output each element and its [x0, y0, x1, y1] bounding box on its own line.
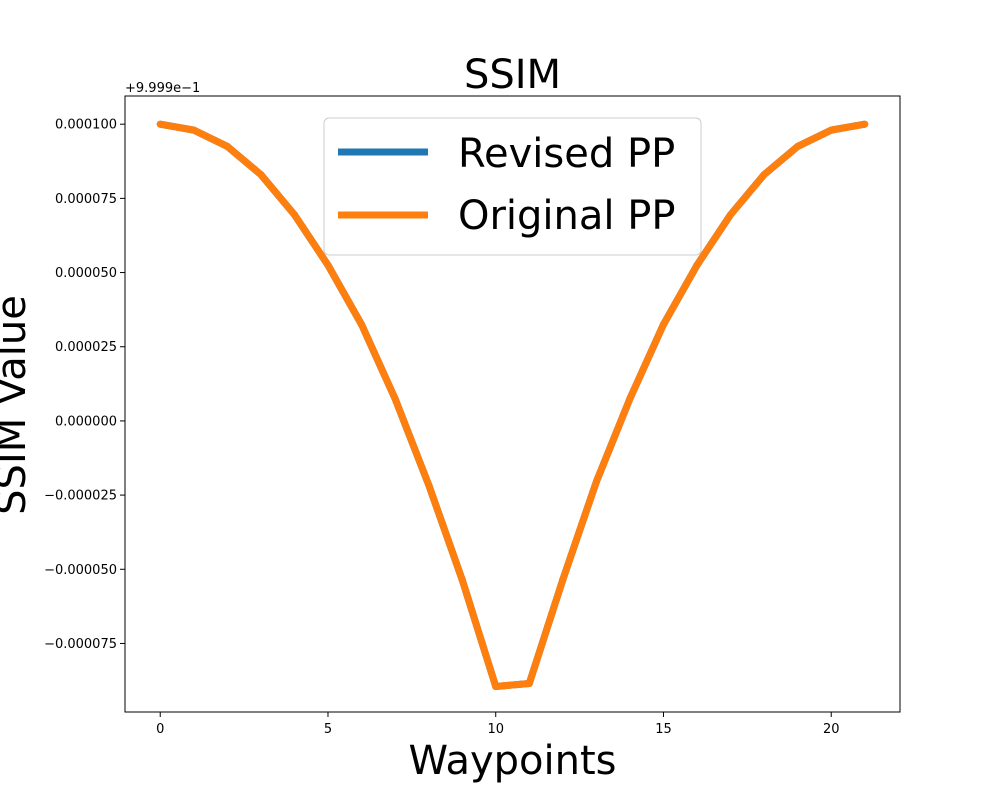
data-point-original-pp [861, 120, 869, 128]
x-axis-label: Waypoints [408, 738, 616, 784]
y-axis-ticks: 0.000100 0.000075 0.000050 0.000025 0.000000… [44, 118, 125, 652]
data-point-original-pp [324, 261, 332, 269]
y-offset-label: +9.999e−1 [125, 81, 200, 96]
data-point-original-pp [257, 171, 265, 179]
x-tick-label: 15 [655, 722, 672, 737]
y-tick-label: 0.000100 [55, 118, 117, 133]
data-point-original-pp [525, 680, 533, 688]
y-axis-label: SSIM Value [0, 295, 35, 515]
series-layer [156, 120, 869, 690]
data-point-original-pp [458, 576, 466, 584]
data-point-original-pp [760, 171, 768, 179]
data-point-original-pp [223, 142, 231, 150]
data-point-original-pp [492, 682, 500, 690]
data-point-original-pp [391, 395, 399, 403]
data-point-original-pp [626, 395, 634, 403]
y-tick-label: 0.000025 [55, 340, 117, 355]
x-tick-label: 5 [324, 722, 332, 737]
legend-label-original-pp: Original PP [458, 193, 675, 239]
y-tick-label: −0.000050 [44, 563, 117, 578]
y-tick-label: 0.000075 [55, 192, 117, 207]
plot-frame [124, 95, 901, 713]
data-point-original-pp [358, 320, 366, 328]
series-line-original-pp [159, 120, 866, 690]
x-tick-label: 20 [823, 722, 840, 737]
data-point-original-pp [727, 211, 735, 219]
y-tick-label: −0.000025 [44, 489, 117, 504]
data-point-original-pp [827, 126, 835, 134]
data-point-original-pp [693, 261, 701, 269]
legend-label-revised-pp: Revised PP [458, 131, 675, 177]
data-point-original-pp [190, 126, 198, 134]
legend: Revised PP Original PP [323, 117, 702, 256]
data-point-original-pp [290, 211, 298, 219]
data-point-original-pp [794, 142, 802, 150]
data-point-original-pp [156, 120, 164, 128]
data-point-original-pp [425, 481, 433, 489]
y-tick-label: −0.000075 [44, 637, 117, 652]
x-axis-ticks: 0 5 10 15 20 [156, 712, 839, 737]
chart-title: SSIM [464, 52, 561, 98]
y-tick-label: 0.000050 [55, 266, 117, 281]
data-point-original-pp [659, 320, 667, 328]
x-tick-label: 10 [487, 722, 504, 737]
y-tick-label: 0.000000 [55, 414, 117, 429]
data-point-original-pp [559, 576, 567, 584]
x-tick-label: 0 [156, 722, 164, 737]
data-point-original-pp [592, 478, 600, 486]
